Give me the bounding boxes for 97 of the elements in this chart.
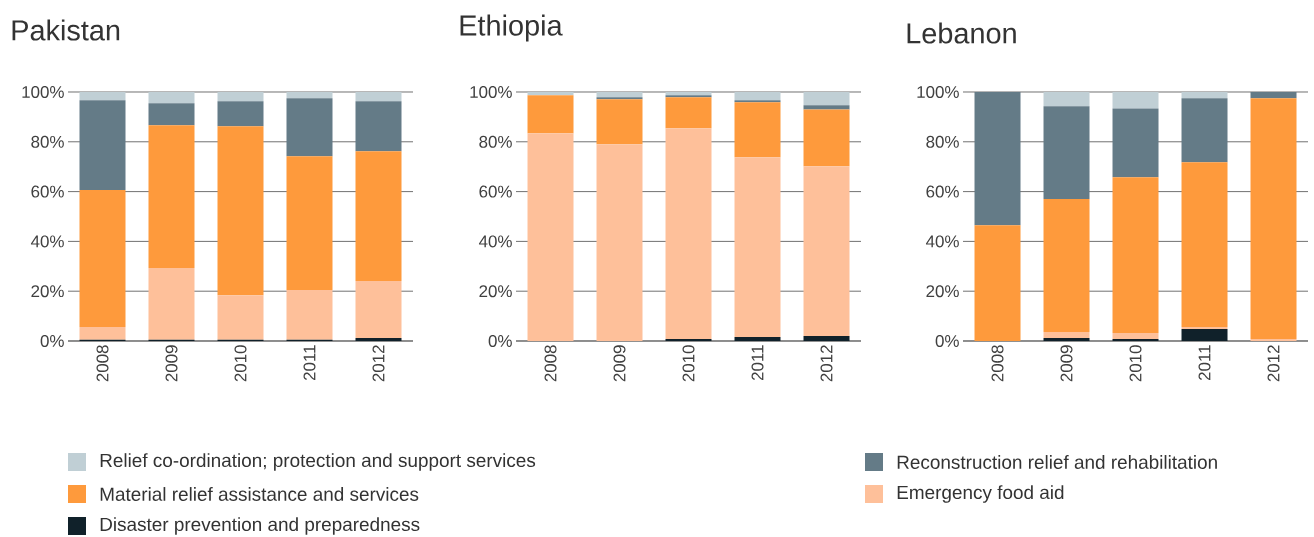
y-tick-label: 0%: [935, 335, 959, 347]
bar: [803, 105, 850, 110]
x-tick-label: 2008: [544, 345, 557, 382]
bar: [79, 100, 126, 191]
bar: [803, 109, 850, 167]
bar: [803, 92, 850, 106]
bar: [596, 92, 643, 98]
bar: [355, 151, 402, 281]
bar: [803, 166, 850, 337]
bar: [355, 92, 402, 102]
y-tick-label: 80%: [31, 135, 64, 148]
bar: [1112, 333, 1159, 340]
bar: [974, 92, 1021, 226]
bar: [527, 95, 574, 134]
y-tick-label: 20%: [479, 285, 512, 298]
x-tick-label: 2010: [234, 345, 247, 382]
x-tick-label: 2008: [96, 345, 109, 382]
bar: [734, 157, 781, 338]
bar: [148, 92, 195, 104]
bar: [1181, 162, 1228, 328]
y-tick-label: 0%: [40, 335, 64, 347]
bar: [286, 98, 333, 157]
x-tick-label: 2012: [372, 345, 385, 382]
bar: [1250, 92, 1297, 99]
chart-title: Ethiopia: [460, 14, 563, 42]
y-tick-label: 60%: [31, 185, 64, 198]
bar: [665, 97, 712, 129]
x-tick-label: 2012: [820, 345, 833, 382]
bar: [1112, 108, 1159, 178]
x-tick-label: 2011: [751, 345, 764, 381]
bar: [355, 101, 402, 152]
y-tick-label: 40%: [925, 235, 959, 248]
bar: [803, 336, 850, 341]
bar: [1181, 92, 1228, 99]
y-tick-label: 40%: [478, 235, 512, 248]
x-tick-label: 2009: [165, 345, 178, 382]
bar: [286, 156, 333, 290]
legend-label: Material relief assistance and services: [100, 487, 419, 501]
y-tick-label: 60%: [479, 185, 512, 198]
bar: [1043, 332, 1090, 339]
bar: [1112, 177, 1159, 334]
legend-label: Emergency food aid: [897, 485, 1064, 503]
y-tick-label: 20%: [926, 285, 959, 298]
x-tick-label: 2012: [1267, 345, 1280, 382]
legend-label: Reconstruction relief and rehabilitation: [897, 455, 1217, 469]
x-tick-label: 2008: [991, 345, 1004, 382]
bar: [217, 92, 264, 102]
bar: [1043, 338, 1090, 341]
x-tick-label: 2010: [682, 345, 695, 382]
bar: [355, 280, 402, 339]
bar: [1181, 329, 1228, 341]
bar: [734, 337, 781, 341]
bar: [217, 101, 264, 127]
legend-label: Relief co-ordination; protection and support services: [100, 453, 536, 471]
bar: [1181, 327, 1228, 330]
x-tick-label: 2011: [1198, 345, 1211, 381]
bar: [148, 103, 195, 126]
bar: [1112, 92, 1159, 109]
x-tick-label: 2009: [613, 345, 626, 382]
bar: [527, 92, 574, 96]
bar: [974, 225, 1021, 341]
bar: [1250, 98, 1297, 340]
bar: [734, 102, 781, 158]
bar: [355, 338, 402, 341]
y-tick-label: 100%: [470, 86, 512, 98]
y-tick-label: 20%: [31, 285, 64, 298]
bar: [1043, 106, 1090, 200]
bar: [665, 128, 712, 340]
bar: [217, 295, 264, 340]
bar: [1043, 199, 1090, 333]
bar: [148, 268, 195, 340]
bar: [1043, 92, 1090, 107]
x-tick-label: 2009: [1060, 345, 1073, 382]
bar: [79, 327, 126, 340]
y-tick-label: 40%: [30, 235, 64, 248]
y-tick-label: 100%: [917, 86, 959, 98]
y-tick-label: 60%: [926, 185, 959, 198]
y-tick-label: 80%: [479, 135, 512, 148]
bar: [148, 125, 195, 269]
bar: [79, 92, 126, 101]
bar: [79, 190, 126, 328]
chart-title: Lebanon: [907, 22, 1016, 44]
bar: [734, 92, 781, 101]
y-tick-label: 80%: [926, 135, 959, 148]
bar: [527, 133, 574, 341]
y-tick-label: 0%: [488, 335, 512, 347]
bar: [286, 289, 333, 340]
legend-label: Disaster prevention and preparedness: [100, 517, 420, 535]
x-tick-label: 2010: [1129, 345, 1142, 382]
bar: [596, 144, 643, 341]
bar: [1181, 98, 1228, 163]
chart-title: Pakistan: [12, 19, 120, 41]
y-tick-label: 100%: [22, 86, 64, 98]
bar: [286, 92, 333, 99]
bar: [217, 126, 264, 296]
bar: [596, 99, 643, 145]
x-tick-label: 2011: [303, 345, 316, 381]
